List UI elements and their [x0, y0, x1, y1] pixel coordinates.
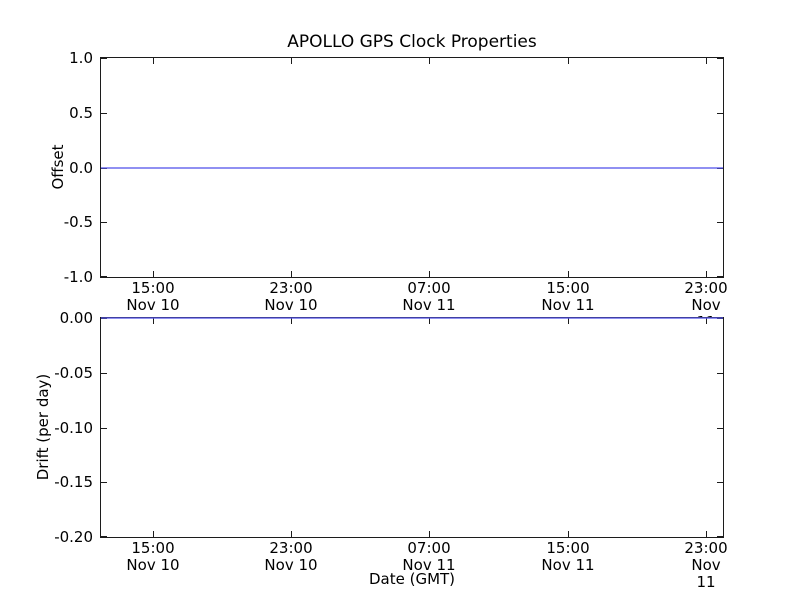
y-tick-mark: [717, 168, 723, 169]
y-tick-label: -1.0: [63, 268, 93, 286]
y-tick-mark: [101, 113, 107, 114]
y-tick-label: -0.05: [54, 364, 93, 382]
x-tick-mark: [153, 531, 154, 537]
y-tick-mark: [101, 536, 107, 537]
x-tick-mark: [429, 58, 430, 64]
x-tick-mark: [291, 58, 292, 64]
x-tick-mark: [706, 271, 707, 277]
y-tick-mark: [101, 373, 107, 374]
x-tick-mark: [429, 318, 430, 324]
x-tick-mark: [568, 271, 569, 277]
y-tick-mark: [101, 428, 107, 429]
y-tick-mark: [101, 222, 107, 223]
x-tick-label: 23:00 Nov 10: [264, 279, 318, 314]
y-tick-mark: [101, 58, 107, 59]
x-tick-label: 23:00 Nov 11: [684, 539, 728, 591]
x-tick-label: 15:00 Nov 11: [541, 279, 595, 314]
x-tick-label: 15:00 Nov 10: [126, 279, 180, 314]
y-axis-label-drift: Drift (per day): [34, 373, 52, 481]
x-tick-mark: [568, 318, 569, 324]
x-tick-mark: [568, 58, 569, 64]
x-tick-mark: [291, 271, 292, 277]
x-tick-mark: [429, 531, 430, 537]
y-tick-label: 0.00: [59, 309, 93, 327]
y-tick-mark: [101, 482, 107, 483]
y-tick-label: -0.10: [54, 419, 93, 437]
y-tick-mark: [717, 113, 723, 114]
drift-series-line: [101, 317, 723, 319]
x-tick-mark: [153, 271, 154, 277]
y-tick-mark: [717, 373, 723, 374]
x-tick-mark: [153, 58, 154, 64]
x-tick-label: 07:00 Nov 11: [402, 279, 456, 314]
x-tick-mark: [706, 531, 707, 537]
x-tick-mark: [429, 271, 430, 277]
y-tick-label: 0.5: [69, 104, 93, 122]
y-tick-mark: [717, 58, 723, 59]
y-tick-label: -0.15: [54, 473, 93, 491]
offset-plot-area: 1.0 0.5 0.0 -0.5 -1.0 15:00 Nov 10 23:00 Nov 1…: [64, 49, 728, 331]
y-tick-mark: [101, 276, 107, 277]
x-tick-label: 07:00 Nov 11: [402, 539, 456, 574]
x-tick-label: 23:00 Nov 10: [264, 539, 318, 574]
y-tick-label: 1.0: [69, 49, 93, 67]
drift-plot-area: 0.00 -0.05 -0.10 -0.15 -0.20 15:00 Nov 10 23:0…: [54, 309, 727, 591]
x-tick-mark: [291, 531, 292, 537]
chart-title: APOLLO GPS Clock Properties: [287, 32, 537, 52]
x-tick-label: 15:00 Nov 10: [126, 539, 180, 574]
y-axis-label-offset: Offset: [49, 144, 67, 190]
y-tick-mark: [101, 168, 107, 169]
offset-series-line: [101, 166, 723, 169]
y-tick-mark: [717, 536, 723, 537]
x-tick-mark: [291, 318, 292, 324]
y-tick-mark: [717, 482, 723, 483]
x-axis-label: Date (GMT): [368, 570, 456, 588]
x-tick-mark: [153, 318, 154, 324]
y-tick-label: -0.5: [63, 213, 93, 231]
y-tick-label: -0.20: [54, 528, 93, 546]
y-tick-mark: [717, 222, 723, 223]
y-tick-label: 0.0: [69, 159, 93, 177]
x-tick-label: 15:00 Nov 11: [541, 539, 595, 574]
x-tick-mark: [706, 318, 707, 324]
y-tick-mark: [717, 428, 723, 429]
x-tick-mark: [706, 58, 707, 64]
y-tick-mark: [717, 276, 723, 277]
x-tick-mark: [568, 531, 569, 537]
